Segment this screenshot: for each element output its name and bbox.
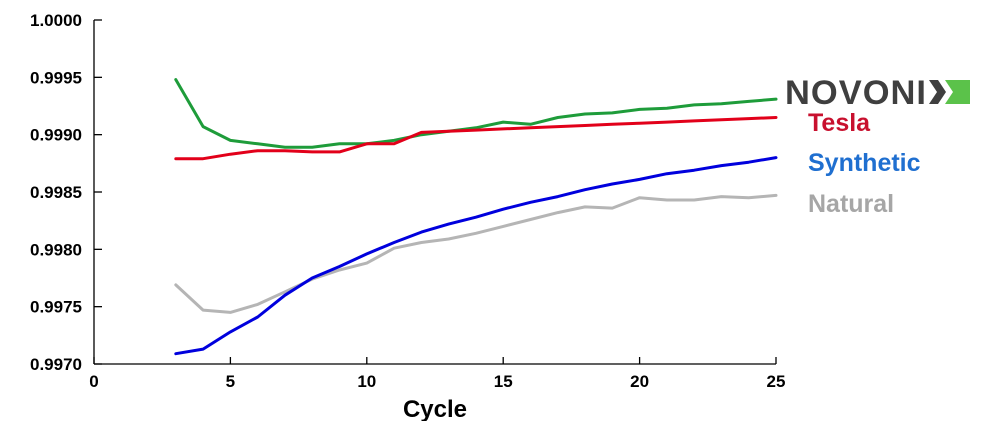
y-ticks: 1.0000 0.9995 0.9990 0.9985 0.9980 0.9975 0.99…	[30, 11, 102, 374]
legend: Tesla Synthetic Natural	[808, 109, 921, 218]
x-tick-label: 10	[357, 372, 376, 391]
novonix-logo: NOVONI	[785, 74, 970, 112]
y-tick-label: 0.9980	[30, 240, 82, 259]
series-layer	[174, 78, 778, 356]
x-tick-label: 5	[226, 372, 235, 391]
x-tick-label: 15	[494, 372, 513, 391]
x-tick-label: 0	[89, 372, 98, 391]
axes: 1.0000 0.9995 0.9990 0.9985 0.9980 0.9975 0.99…	[30, 11, 785, 421]
legend-label-tesla: Tesla	[808, 109, 871, 137]
logo-accent-shape	[945, 80, 970, 104]
y-tick-label: 0.9995	[30, 68, 82, 87]
x-tick-label: 25	[767, 372, 786, 391]
y-tick-label: 1.0000	[30, 11, 82, 30]
series-line-tesla	[174, 116, 778, 161]
legend-label-natural: Natural	[808, 190, 894, 218]
series-line-synthetic	[174, 156, 778, 356]
series-line-natural	[174, 193, 778, 314]
y-tick-label: 0.9970	[30, 355, 82, 374]
y-tick-label: 0.9985	[30, 183, 82, 202]
logo-x-mark	[929, 80, 946, 104]
x-tick-label: 20	[630, 372, 649, 391]
x-ticks: 0 5 10 15 20 25	[89, 357, 785, 391]
y-tick-label: 0.9975	[30, 298, 82, 317]
series-line-green	[174, 78, 778, 149]
legend-label-synthetic: Synthetic	[808, 149, 921, 177]
y-tick-label: 0.9990	[30, 126, 82, 145]
logo-text: NOVONI	[785, 74, 927, 112]
x-axis-title: Cycle	[403, 396, 467, 421]
